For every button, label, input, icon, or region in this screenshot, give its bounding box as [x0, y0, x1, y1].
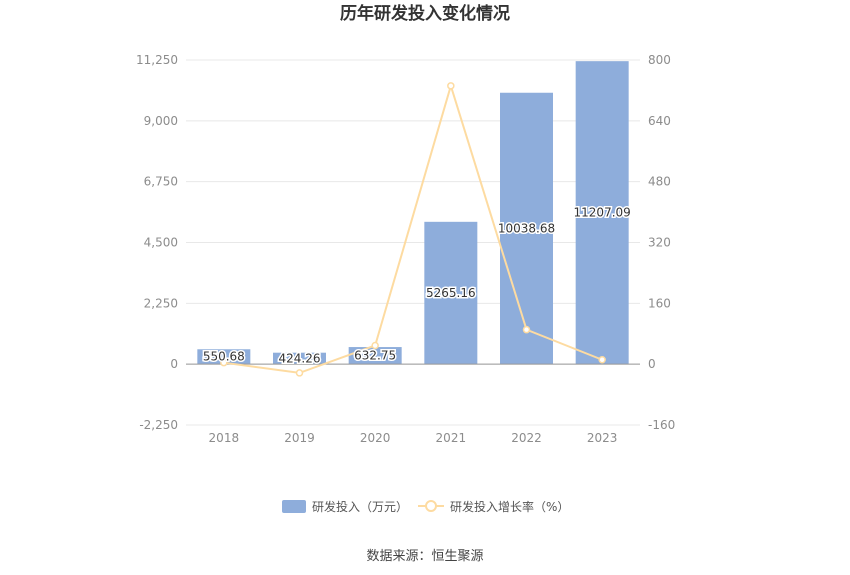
y-left-tick-label: -2,250 [139, 418, 178, 432]
data-source: 数据来源：恒生聚源 [366, 549, 483, 564]
data-labels: 550.68 424.26 632.75 5265.16 10038.68 11207.0… [201, 204, 632, 367]
bar-2018 [197, 349, 251, 365]
x-axis: 2018 2019 2020 2021 2022 2023 [186, 363, 640, 445]
y-right-tick-label: 160 [648, 296, 671, 310]
y-right-tick-label: 800 [648, 53, 671, 67]
chart-title: 历年研发投入变化情况 [340, 3, 510, 24]
bar-2021 [424, 221, 478, 365]
bar-value-label: 10038.68 [498, 221, 555, 235]
growth-rate-point-2018 [220, 358, 228, 367]
growth-rate-point-2021 [447, 82, 455, 90]
x-tick-label: 2022 [511, 431, 542, 445]
x-tick-label: 2018 [209, 431, 240, 445]
growth-rate-point-2022 [522, 325, 531, 334]
bar-value-label: 11207.09 [574, 206, 631, 220]
y-left-tick-label: 9,000 [144, 114, 178, 128]
y-axis-left: 11,250 9,000 6,750 4,500 2,250 0 -2,250 [136, 53, 178, 432]
legend-line-label: 研发投入增长率（%） [450, 499, 569, 514]
growth-rate-line [223, 82, 603, 374]
legend-line-marker [425, 500, 437, 512]
y-left-tick-label: 0 [170, 357, 178, 371]
bar-2023 [575, 61, 629, 365]
bar-series [197, 61, 629, 365]
bar-value-label: 632.75 [354, 349, 396, 363]
y-right-tick-label: 320 [648, 236, 671, 250]
y-right-tick-label: 0 [648, 357, 656, 371]
y-left-tick-label: 4,500 [144, 236, 178, 250]
y-right-tick-label: 480 [648, 175, 671, 189]
x-tick-label: 2023 [587, 431, 618, 445]
line-series [220, 82, 606, 377]
y-left-tick-label: 6,750 [144, 175, 178, 189]
y-left-tick-label: 11,250 [136, 53, 178, 67]
legend-bar-swatch [282, 500, 306, 513]
bar-value-label: 550.68 [203, 350, 245, 364]
growth-rate-point-2019 [295, 369, 304, 377]
growth-rate-point-2023 [598, 356, 606, 364]
y-left-tick-label: 2,250 [144, 296, 178, 310]
x-tick-label: 2020 [360, 431, 391, 445]
bar-value-label: 424.26 [279, 351, 321, 365]
bar-2022 [500, 92, 553, 365]
bar-value-label: 5265.16 [426, 286, 476, 300]
legend: 研发投入（万元） 研发投入增长率（%） [282, 499, 569, 514]
legend-bar-label: 研发投入（万元） [312, 499, 408, 514]
gridlines [186, 59, 640, 426]
x-tick-label: 2021 [436, 431, 467, 445]
y-right-tick-label: -160 [648, 418, 675, 432]
y-right-tick-label: 640 [648, 114, 671, 128]
growth-rate-point-2020 [371, 341, 379, 350]
x-tick-label: 2019 [284, 431, 315, 445]
bar-2019 [273, 352, 326, 365]
y-axis-right: 800 640 480 320 160 0 -160 [648, 53, 675, 432]
